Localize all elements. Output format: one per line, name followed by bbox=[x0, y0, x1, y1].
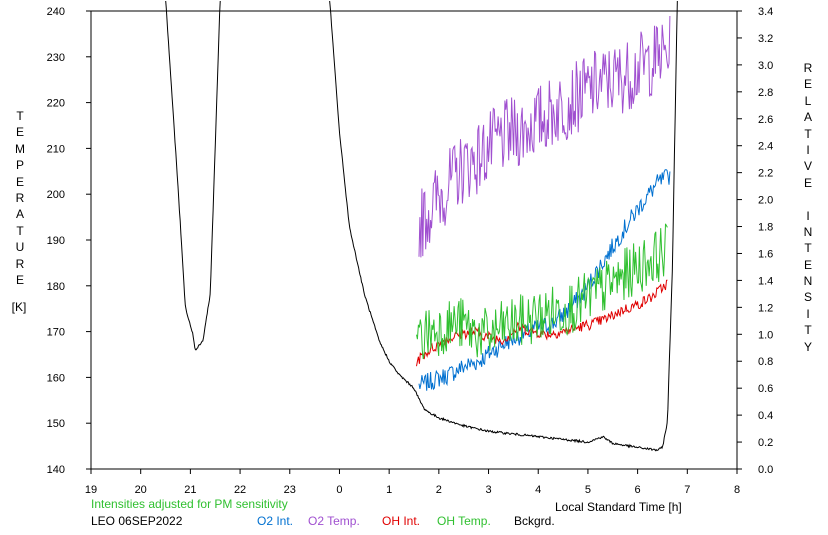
x-tick-label: 6 bbox=[635, 484, 641, 496]
x-axis: 19 20 21 22 23 0 1 2 3 4 5 6 7 8 bbox=[85, 469, 740, 496]
axis-label-letter: T bbox=[804, 323, 812, 338]
x-tick-label: 7 bbox=[684, 484, 690, 496]
axis-label-letter: T bbox=[16, 109, 24, 123]
axis-label-letter: I bbox=[806, 208, 810, 223]
left-axis-unit: [K] bbox=[11, 300, 27, 314]
axis-label-letter: E bbox=[803, 175, 812, 190]
series-line-o2-temp bbox=[418, 15, 671, 258]
left-tick-label: 220 bbox=[47, 98, 65, 110]
axis-label-letter: E bbox=[15, 125, 24, 140]
right-tick-label: 0.4 bbox=[758, 410, 773, 422]
axis-label-letter: E bbox=[15, 174, 24, 189]
right-tick-label: 0.0 bbox=[758, 464, 773, 476]
right-tick-label: 3.0 bbox=[758, 60, 773, 72]
axis-label-letter: S bbox=[803, 290, 812, 305]
legend-item-o2-int: O2 Int. bbox=[257, 514, 294, 528]
axis-label-letter: R bbox=[15, 190, 25, 205]
x-tick-label: 23 bbox=[284, 484, 296, 496]
x-tick-label: 2 bbox=[436, 484, 442, 496]
x-tick-label: 19 bbox=[85, 484, 97, 496]
right-axis: 3.4 3.2 3.0 2.8 2.6 2.4 2.2 2.0 1.8 1.6 1.4 1.2 1.0 0… bbox=[737, 6, 773, 476]
axis-label-letter: A bbox=[15, 207, 24, 222]
axis-label-letter: N bbox=[803, 274, 813, 289]
right-tick-label: 0.2 bbox=[758, 437, 773, 449]
x-tick-label: 8 bbox=[734, 484, 740, 496]
x-tick-label: 20 bbox=[135, 484, 147, 496]
axis-label-letter: I bbox=[806, 142, 810, 157]
axis-label-letter: E bbox=[803, 77, 812, 92]
series-line-bckgrd bbox=[165, 1, 678, 452]
right-tick-label: 1.2 bbox=[758, 302, 773, 314]
left-tick-label: 200 bbox=[47, 189, 65, 201]
legend-item-oh-int: OH Int. bbox=[382, 514, 421, 528]
left-tick-label: 180 bbox=[47, 281, 65, 293]
left-axis: 240 230 220 210 200 190 180 170 160 150 140 bbox=[47, 6, 91, 476]
series-line-oh-temp bbox=[416, 223, 668, 359]
adjustment-note: Intensities adjusted for PM sensitivity bbox=[91, 497, 288, 511]
axis-label-letter: E bbox=[803, 257, 812, 272]
axis-label-letter: I bbox=[806, 306, 810, 321]
legend-item-bckgrd: Bckgrd. bbox=[514, 514, 555, 528]
axis-label-letter: M bbox=[15, 141, 25, 156]
x-tick-label: 0 bbox=[336, 484, 342, 496]
left-tick-label: 150 bbox=[47, 418, 65, 430]
left-tick-label: 190 bbox=[47, 235, 65, 247]
right-tick-label: 2.2 bbox=[758, 168, 773, 180]
series-line-oh-int bbox=[416, 279, 668, 367]
x-tick-label: 1 bbox=[386, 484, 392, 496]
axis-label-letter: T bbox=[804, 126, 812, 141]
axis-label-letter: R bbox=[15, 256, 25, 271]
series-layer bbox=[165, 1, 678, 452]
axis-label-letter bbox=[800, 191, 816, 207]
left-tick-label: 140 bbox=[47, 464, 65, 476]
right-tick-label: 0.6 bbox=[758, 383, 773, 395]
station-date: LEO 06SEP2022 bbox=[91, 514, 183, 528]
axis-label-letter: E bbox=[15, 272, 24, 287]
axis-label-letter: L bbox=[804, 93, 812, 108]
x-tick-label: 4 bbox=[535, 484, 541, 496]
axis-label-letter: V bbox=[803, 159, 812, 174]
right-tick-label: 2.0 bbox=[758, 195, 773, 207]
left-tick-label: 210 bbox=[47, 143, 65, 155]
left-tick-label: 170 bbox=[47, 327, 65, 339]
axis-label-letter: A bbox=[803, 110, 812, 125]
right-tick-label: 3.4 bbox=[758, 6, 773, 18]
x-tick-label: 22 bbox=[234, 484, 246, 496]
right-tick-label: 1.4 bbox=[758, 275, 773, 287]
left-tick-label: 160 bbox=[47, 372, 65, 384]
x-axis-label: Local Standard Time [h] bbox=[555, 500, 682, 514]
x-tick-label: 3 bbox=[485, 484, 491, 496]
axis-label-letter: T bbox=[16, 223, 24, 238]
left-tick-label: 240 bbox=[47, 6, 65, 18]
axis-label-letter: T bbox=[804, 241, 812, 256]
axis-label-letter: N bbox=[803, 224, 813, 239]
right-tick-label: 1.0 bbox=[758, 329, 773, 341]
right-tick-label: 1.6 bbox=[758, 248, 773, 260]
right-tick-label: 1.8 bbox=[758, 222, 773, 234]
axis-label-letter: Y bbox=[803, 339, 812, 354]
right-tick-label: 2.6 bbox=[758, 114, 773, 126]
axis-label-letter: U bbox=[15, 240, 25, 255]
right-tick-label: 3.2 bbox=[758, 33, 773, 45]
x-tick-label: 21 bbox=[184, 484, 196, 496]
series-line-o2-int bbox=[418, 169, 671, 391]
axis-label-letter: R bbox=[803, 61, 813, 75]
right-tick-label: 2.4 bbox=[758, 141, 773, 153]
right-tick-label: 2.8 bbox=[758, 87, 773, 99]
left-tick-label: 230 bbox=[47, 52, 65, 64]
legend-item-oh-temp: OH Temp. bbox=[437, 514, 491, 528]
legend-item-o2-temp: O2 Temp. bbox=[308, 514, 360, 528]
axis-label-letter: P bbox=[15, 158, 24, 173]
right-tick-label: 0.8 bbox=[758, 356, 773, 368]
x-tick-label: 5 bbox=[585, 484, 591, 496]
plot-frame bbox=[90, 10, 738, 470]
